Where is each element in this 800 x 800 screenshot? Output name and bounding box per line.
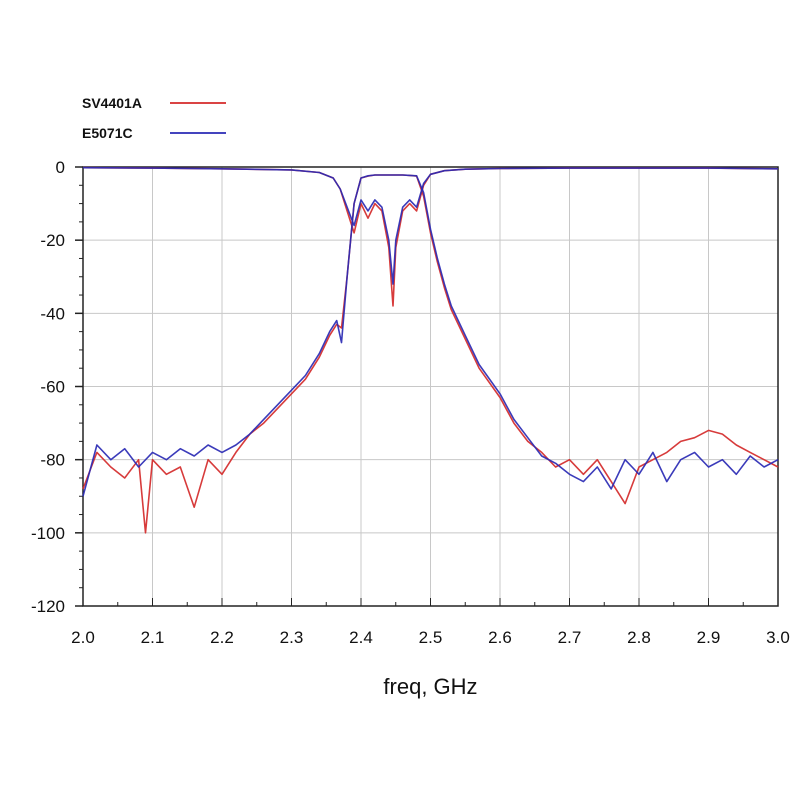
x-tick-label: 2.9 [697,628,721,647]
series-line-e5071c-transmission [82,174,779,497]
y-tick-label: -100 [31,524,65,543]
x-tick-label: 2.7 [558,628,582,647]
y-tick-label: -20 [40,231,65,250]
x-tick-label: 2.0 [71,628,95,647]
series-e5071c [82,166,779,497]
x-tick-label: 2.1 [141,628,165,647]
x-tick-label: 2.8 [627,628,651,647]
tick-labels: 2.0 2.1 2.2 2.3 2.4 2.5 2.6 2.7 2.8 2.9 3.0 0 -20 -40… [31,158,790,647]
x-tick-label: 2.2 [210,628,234,647]
series-line-e5071c-reflection [82,166,779,285]
x-tick-label: 2.4 [349,628,373,647]
x-tick-label: 2.3 [280,628,304,647]
y-tick-label: -40 [40,304,65,323]
series-layer [82,166,779,534]
y-tick-label: -120 [31,597,65,616]
legend: SV4401A E5071C [82,95,226,141]
legend-label: E5071C [82,125,133,141]
y-tick-label: 0 [56,158,65,177]
plot-area-frame [82,166,779,607]
x-tick-label: 3.0 [766,628,790,647]
x-tick-label: 2.5 [419,628,443,647]
x-tick-label: 2.6 [488,628,512,647]
y-tick-label: -60 [40,378,65,397]
legend-label: SV4401A [82,95,142,111]
y-tick-label: -80 [40,451,65,470]
x-axis-label: freq, GHz [383,674,477,699]
